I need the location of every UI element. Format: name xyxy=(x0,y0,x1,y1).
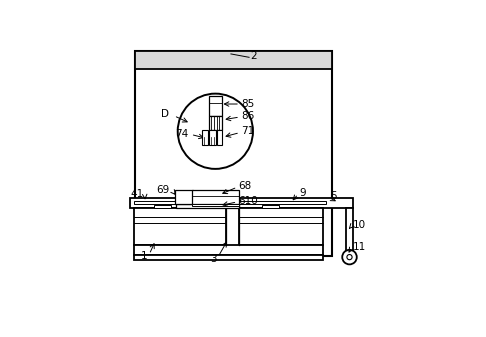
Text: 69: 69 xyxy=(156,185,170,195)
Bar xyxy=(175,190,193,204)
Bar xyxy=(192,204,239,206)
Bar xyxy=(192,190,239,204)
Bar xyxy=(130,198,353,208)
Text: 3: 3 xyxy=(210,254,217,264)
Text: 85: 85 xyxy=(241,99,255,109)
Text: 11: 11 xyxy=(353,242,366,252)
Text: 71: 71 xyxy=(241,126,255,136)
Circle shape xyxy=(342,250,357,265)
Bar xyxy=(209,116,223,130)
Bar xyxy=(155,205,171,208)
Bar xyxy=(239,208,323,245)
Bar xyxy=(202,130,208,145)
Bar xyxy=(176,204,239,208)
Text: 74: 74 xyxy=(175,129,188,139)
Bar xyxy=(346,208,353,251)
Text: 610: 610 xyxy=(239,195,259,206)
Circle shape xyxy=(178,94,253,169)
Bar xyxy=(134,201,326,205)
Text: 1: 1 xyxy=(141,251,147,261)
Text: 41: 41 xyxy=(131,188,144,198)
Text: 68: 68 xyxy=(239,181,252,191)
Text: 5: 5 xyxy=(330,191,337,201)
Text: 86: 86 xyxy=(241,111,255,121)
Bar xyxy=(262,205,279,208)
Bar xyxy=(134,208,226,245)
Text: 10: 10 xyxy=(353,220,366,230)
Text: D: D xyxy=(161,110,169,119)
Bar xyxy=(135,51,332,256)
Bar xyxy=(134,255,323,260)
Bar xyxy=(135,51,332,69)
Text: 2: 2 xyxy=(250,51,257,61)
Bar xyxy=(209,130,216,145)
Bar xyxy=(134,245,323,254)
Circle shape xyxy=(347,254,352,260)
Bar xyxy=(217,130,223,145)
Text: 9: 9 xyxy=(300,188,306,198)
Bar xyxy=(209,96,223,116)
